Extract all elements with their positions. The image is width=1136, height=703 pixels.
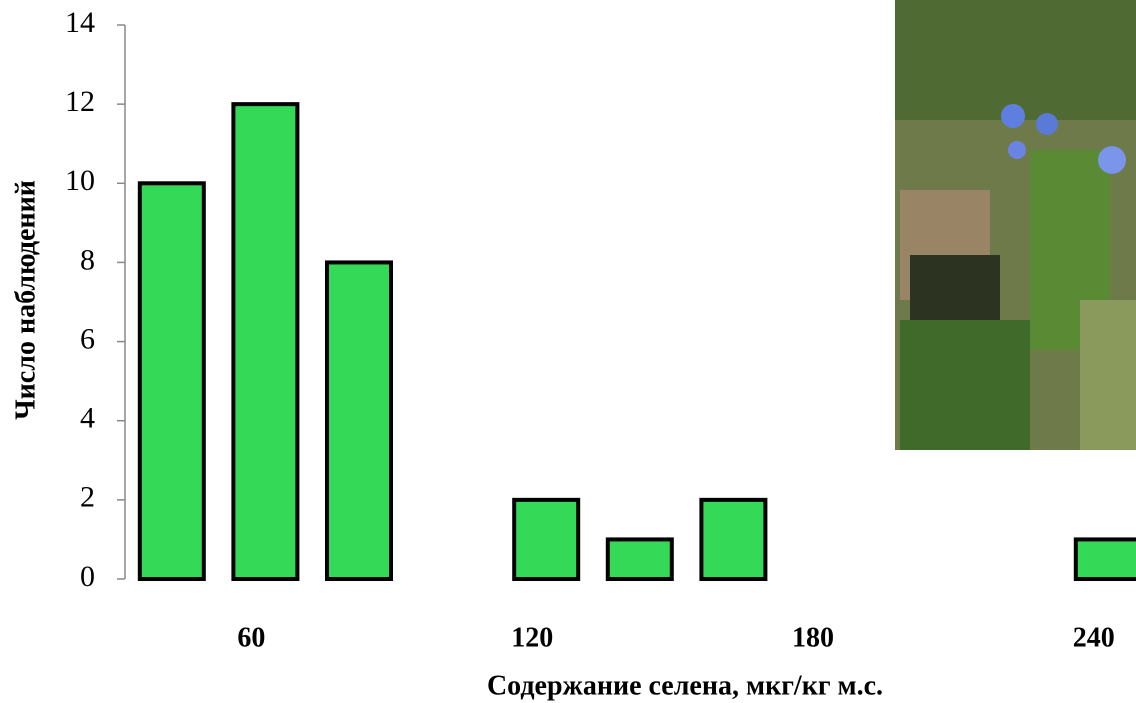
y-tick-label: 4 — [80, 402, 95, 435]
y-tick-label: 10 — [65, 164, 95, 197]
y-tick-label: 14 — [65, 6, 95, 39]
x-tick-label: 120 — [511, 622, 553, 653]
bar — [325, 260, 393, 581]
y-axis-title: Число наблюдений — [10, 180, 41, 420]
y-tick-label: 0 — [80, 560, 95, 593]
y-tick-label: 6 — [80, 322, 95, 355]
x-tick-label: 60 — [237, 622, 265, 653]
y-tick-label: 12 — [65, 85, 95, 118]
bar — [1073, 537, 1136, 582]
x-tick-label: 180 — [792, 622, 834, 653]
photo — [895, 0, 1136, 450]
bar — [699, 497, 768, 582]
y-tick-label: 8 — [80, 243, 95, 276]
bar — [512, 497, 581, 582]
bar — [605, 537, 674, 582]
x-tick-label: 240 — [1073, 622, 1115, 653]
bar — [137, 181, 206, 582]
y-tick-label: 2 — [80, 481, 95, 514]
bar — [231, 102, 300, 582]
x-axis-title: Содержание селена, мкг/кг м.с. — [487, 670, 883, 701]
